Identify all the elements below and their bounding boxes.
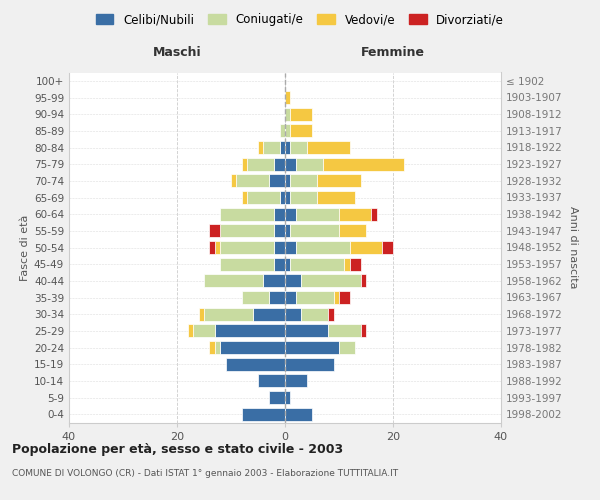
Bar xyxy=(290,258,344,270)
Bar xyxy=(247,158,274,170)
Bar xyxy=(285,174,290,188)
Bar xyxy=(290,224,339,237)
Bar xyxy=(285,341,339,354)
Bar xyxy=(285,308,301,320)
Bar xyxy=(285,208,296,220)
Text: Femmine: Femmine xyxy=(361,46,425,59)
Bar xyxy=(280,141,285,154)
Bar xyxy=(274,158,285,170)
Bar xyxy=(285,91,290,104)
Bar xyxy=(220,341,285,354)
Bar xyxy=(285,358,334,370)
Bar xyxy=(285,408,312,420)
Bar xyxy=(242,291,269,304)
Bar xyxy=(290,141,307,154)
Text: Maschi: Maschi xyxy=(152,46,202,59)
Bar xyxy=(285,191,290,204)
Bar xyxy=(371,208,377,220)
Bar xyxy=(285,374,307,388)
Text: COMUNE DI VOLONGO (CR) - Dati ISTAT 1° gennaio 2003 - Elaborazione TUTTITALIA.IT: COMUNE DI VOLONGO (CR) - Dati ISTAT 1° g… xyxy=(12,469,398,478)
Bar xyxy=(188,324,193,338)
Bar xyxy=(290,108,312,120)
Bar xyxy=(274,258,285,270)
Bar xyxy=(285,224,290,237)
Bar xyxy=(215,324,285,338)
Bar xyxy=(274,241,285,254)
Bar xyxy=(258,141,263,154)
Bar xyxy=(317,174,361,188)
Bar xyxy=(231,174,236,188)
Bar xyxy=(307,141,350,154)
Bar xyxy=(290,174,317,188)
Y-axis label: Anni di nascita: Anni di nascita xyxy=(568,206,578,288)
Bar xyxy=(339,224,366,237)
Bar xyxy=(339,291,350,304)
Bar xyxy=(263,141,280,154)
Bar xyxy=(290,124,312,138)
Text: Popolazione per età, sesso e stato civile - 2003: Popolazione per età, sesso e stato civil… xyxy=(12,442,343,456)
Bar xyxy=(247,191,280,204)
Bar xyxy=(204,274,263,287)
Bar xyxy=(253,308,285,320)
Bar xyxy=(285,241,296,254)
Bar xyxy=(296,241,350,254)
Bar xyxy=(236,174,269,188)
Bar xyxy=(242,158,247,170)
Bar xyxy=(220,258,274,270)
Bar xyxy=(285,108,290,120)
Bar xyxy=(361,274,366,287)
Bar xyxy=(220,241,274,254)
Bar xyxy=(328,324,361,338)
Bar xyxy=(301,274,361,287)
Bar xyxy=(296,158,323,170)
Bar xyxy=(209,341,215,354)
Bar xyxy=(350,241,382,254)
Bar xyxy=(285,324,328,338)
Bar xyxy=(285,274,301,287)
Bar xyxy=(263,274,285,287)
Bar xyxy=(382,241,393,254)
Bar xyxy=(209,241,215,254)
Bar xyxy=(296,291,334,304)
Bar xyxy=(285,141,290,154)
Bar xyxy=(220,208,274,220)
Bar xyxy=(285,291,296,304)
Bar xyxy=(215,341,220,354)
Bar xyxy=(274,224,285,237)
Bar xyxy=(285,124,290,138)
Bar xyxy=(285,391,290,404)
Bar xyxy=(317,191,355,204)
Bar xyxy=(323,158,404,170)
Bar xyxy=(339,208,371,220)
Bar xyxy=(339,341,355,354)
Bar xyxy=(334,291,339,304)
Bar xyxy=(193,324,215,338)
Bar xyxy=(280,191,285,204)
Bar xyxy=(269,291,285,304)
Bar xyxy=(328,308,334,320)
Bar xyxy=(285,258,290,270)
Bar xyxy=(242,408,285,420)
Legend: Celibi/Nubili, Coniugati/e, Vedovi/e, Divorziati/e: Celibi/Nubili, Coniugati/e, Vedovi/e, Di… xyxy=(91,8,509,31)
Bar xyxy=(350,258,361,270)
Y-axis label: Fasce di età: Fasce di età xyxy=(20,214,30,280)
Bar xyxy=(361,324,366,338)
Bar xyxy=(226,358,285,370)
Bar xyxy=(285,158,296,170)
Bar xyxy=(215,241,220,254)
Bar xyxy=(290,191,317,204)
Bar xyxy=(199,308,204,320)
Bar xyxy=(280,124,285,138)
Bar xyxy=(269,174,285,188)
Bar xyxy=(209,224,220,237)
Bar xyxy=(344,258,350,270)
Bar xyxy=(296,208,339,220)
Bar xyxy=(269,391,285,404)
Bar xyxy=(274,208,285,220)
Bar xyxy=(204,308,253,320)
Bar xyxy=(258,374,285,388)
Bar xyxy=(220,224,274,237)
Bar xyxy=(301,308,328,320)
Bar xyxy=(242,191,247,204)
